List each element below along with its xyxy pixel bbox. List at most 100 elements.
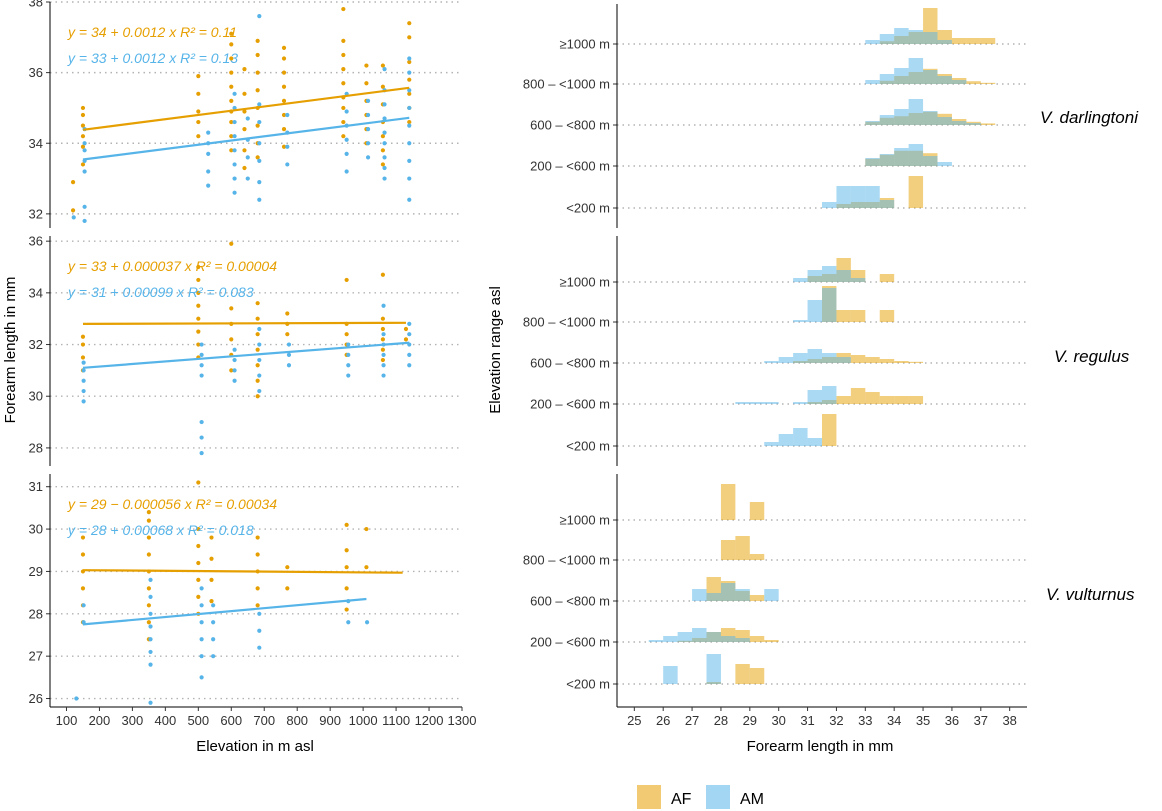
point-am-v-darlingtoni	[344, 151, 349, 156]
point-am-v-regulus	[257, 388, 262, 394]
point-am-v-darlingtoni	[407, 105, 412, 111]
point-af-v-regulus	[255, 347, 260, 352]
point-af-v-regulus	[196, 290, 201, 295]
y-tick-label-v-darlingtoni: 36	[29, 65, 43, 80]
point-af-v-vulturnus	[80, 535, 86, 540]
legend-swatch-am	[706, 785, 730, 809]
point-af-v-regulus	[255, 363, 260, 368]
point-af-v-darlingtoni	[70, 179, 76, 185]
point-af-v-vulturnus	[196, 480, 201, 485]
point-am-v-regulus	[199, 419, 204, 425]
point-am-v-darlingtoni	[82, 148, 87, 153]
point-am-v-darlingtoni	[257, 102, 262, 107]
point-am-v-regulus	[346, 342, 351, 347]
point-af-v-darlingtoni	[364, 81, 369, 86]
regression-line-am-v-regulus	[82, 341, 410, 369]
point-af-v-regulus	[229, 337, 234, 342]
hist-bar-am-v-regulus	[793, 428, 808, 446]
point-af-v-darlingtoni	[242, 66, 247, 72]
species-label-darlingtoni: V. darlingtoni	[1040, 108, 1139, 127]
point-af-v-darlingtoni	[341, 119, 346, 125]
y-tick-label-v-darlingtoni: 32	[29, 206, 43, 221]
equation-am-v-regulus: y = 31 + 0.00099 x R² = 0.083	[67, 284, 254, 300]
y-tick-label-v-regulus: 32	[29, 337, 43, 352]
point-af-v-darlingtoni	[229, 84, 234, 89]
hist-bar-af-v-vulturnus	[720, 484, 736, 520]
hist-bar-am-v-darlingtoni	[937, 76, 952, 84]
hist-bar-am-v-darlingtoni	[937, 162, 952, 166]
point-af-v-darlingtoni	[341, 105, 346, 111]
y-tick-label-v-vulturnus: ≥1000 m	[560, 513, 611, 528]
point-af-v-vulturnus	[364, 526, 369, 532]
hist-bar-am-v-darlingtoni	[966, 123, 981, 125]
point-af-v-darlingtoni	[407, 21, 412, 26]
hist-bar-am-v-darlingtoni	[894, 28, 909, 44]
point-am-v-darlingtoni	[285, 144, 290, 149]
point-af-v-darlingtoni	[196, 109, 201, 114]
point-am-v-regulus	[257, 357, 262, 363]
point-am-v-regulus	[232, 378, 237, 383]
point-am-v-vulturnus	[74, 696, 79, 701]
point-am-v-vulturnus	[199, 603, 204, 608]
point-af-v-regulus	[344, 277, 349, 283]
y-tick-label-v-regulus: 34	[29, 285, 43, 300]
point-af-v-darlingtoni	[407, 77, 412, 82]
species-label-vulturnus: V. vulturnus	[1046, 585, 1135, 604]
point-am-v-darlingtoni	[82, 169, 87, 174]
point-af-v-darlingtoni	[229, 42, 234, 47]
point-af-v-darlingtoni	[281, 70, 287, 75]
x-tick-label-hist: 29	[743, 713, 757, 728]
point-af-v-vulturnus	[344, 586, 349, 591]
point-af-v-regulus	[229, 306, 234, 311]
point-af-v-darlingtoni	[281, 144, 287, 149]
point-af-v-regulus	[229, 241, 234, 246]
point-am-v-darlingtoni	[382, 165, 387, 171]
point-af-v-regulus	[380, 337, 385, 342]
x-tick-label-hist: 38	[1002, 713, 1016, 728]
point-af-v-regulus	[285, 332, 290, 337]
point-am-v-regulus	[232, 347, 237, 352]
hist-bar-af-v-vulturnus	[735, 664, 750, 684]
point-af-v-darlingtoni	[380, 134, 385, 139]
point-af-v-vulturnus	[196, 526, 201, 532]
y-tick-label-v-vulturnus: 28	[29, 606, 43, 621]
point-am-v-darlingtoni	[382, 66, 387, 72]
hist-bar-af-v-darlingtoni	[951, 38, 967, 44]
hist-bar-am-v-regulus	[793, 353, 808, 363]
point-af-v-darlingtoni	[364, 63, 369, 68]
point-am-v-darlingtoni	[407, 197, 412, 202]
x-tick-label-hist: 27	[685, 713, 699, 728]
x-tick-label-scatter: 500	[187, 713, 209, 728]
hist-bar-am-v-regulus	[778, 434, 794, 446]
y-tick-label-v-vulturnus: 600 – <800 m	[530, 594, 610, 609]
hist-bar-am-v-regulus	[807, 438, 822, 446]
point-am-v-regulus	[407, 352, 412, 357]
x-tick-label-scatter: 1100	[382, 713, 410, 728]
hist-bar-af-v-regulus	[836, 310, 851, 322]
point-af-v-regulus	[403, 326, 409, 332]
x-tick-label-hist: 31	[800, 713, 814, 728]
hist-bar-am-v-vulturnus	[720, 636, 736, 642]
scatter-y-axis-label: Forearm length in mm	[2, 277, 19, 424]
point-am-v-regulus	[257, 373, 262, 378]
point-af-v-darlingtoni	[196, 119, 201, 125]
point-af-v-darlingtoni	[281, 56, 287, 61]
point-am-v-regulus	[257, 326, 262, 332]
point-af-v-darlingtoni	[242, 127, 247, 132]
x-tick-label-hist: 33	[858, 713, 872, 728]
point-af-v-vulturnus	[255, 535, 260, 540]
hist-bar-am-v-darlingtoni	[951, 80, 967, 84]
hist-bar-am-v-darlingtoni	[865, 186, 880, 208]
regression-line-af-v-regulus	[82, 321, 406, 325]
point-am-v-vulturnus	[148, 637, 153, 642]
y-tick-label-v-vulturnus: 29	[29, 564, 43, 579]
hist-bar-af-v-regulus	[865, 357, 880, 363]
point-af-v-darlingtoni	[196, 74, 201, 79]
hist-bar-am-v-darlingtoni	[923, 32, 938, 44]
point-am-v-darlingtoni	[232, 162, 237, 167]
point-af-v-regulus	[403, 337, 409, 342]
x-tick-label-scatter: 900	[319, 713, 341, 728]
point-am-v-darlingtoni	[232, 91, 237, 96]
point-af-v-regulus	[380, 357, 385, 363]
point-am-v-darlingtoni	[407, 88, 412, 93]
